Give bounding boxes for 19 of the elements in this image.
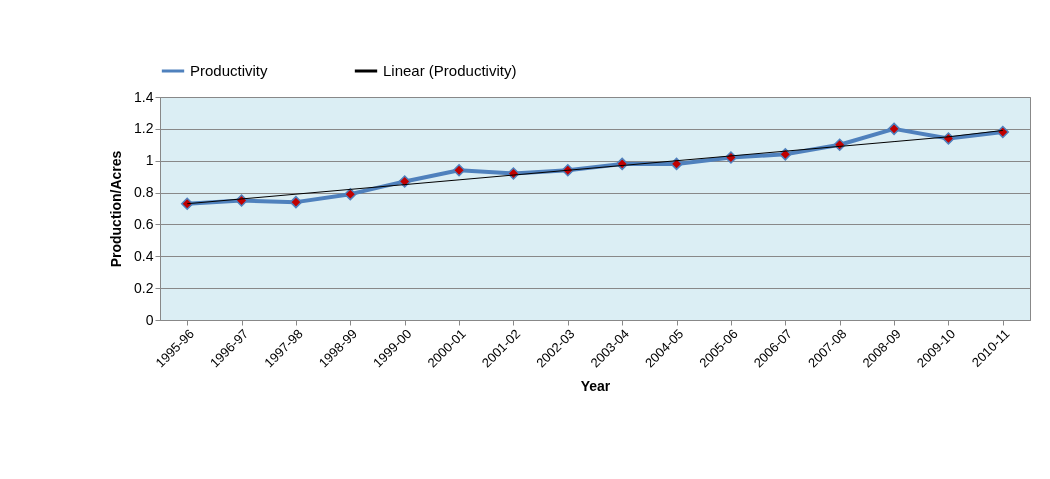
point [289,195,303,209]
point [344,187,357,201]
x-axis-title: Year [580,378,611,395]
y-tick-label: 0.8 [134,184,154,201]
point [996,125,1010,139]
y-tick-label: 1 [145,152,154,169]
y-tick-label: 1.4 [134,88,154,105]
y-axis-title: Production/Acres [108,150,125,268]
legend-label: Linear (Productivity) [383,62,517,79]
y-tick-label: 0.2 [134,279,154,296]
legend-label: Productivity [190,62,269,79]
point [887,122,901,136]
y-tick-label: 0.6 [134,215,154,232]
y-tick-label: 1.2 [134,120,154,137]
y-tick-label: 0.4 [134,247,154,264]
point [180,197,194,210]
point [398,175,411,188]
y-tick-label: 0 [145,311,154,328]
point [452,164,466,177]
